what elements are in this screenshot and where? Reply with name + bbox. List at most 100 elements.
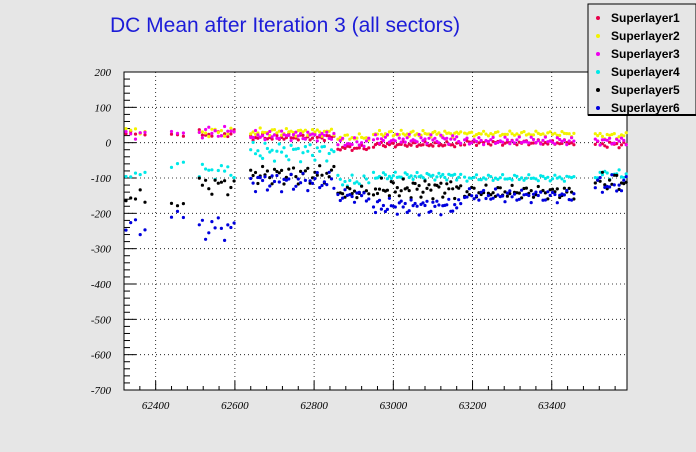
point-superlayer5 [371, 193, 376, 197]
point-superlayer5 [306, 166, 310, 170]
point-superlayer1 [350, 148, 354, 152]
point-superlayer3 [548, 139, 552, 143]
point-superlayer3 [489, 138, 493, 142]
point-superlayer4 [204, 167, 208, 171]
point-superlayer4 [600, 173, 605, 177]
point-superlayer5 [407, 189, 411, 193]
point-superlayer5 [536, 184, 540, 189]
point-superlayer5 [332, 164, 336, 169]
point-superlayer6 [520, 188, 524, 192]
point-superlayer1 [143, 133, 147, 137]
point-superlayer2 [124, 127, 128, 131]
point-superlayer2 [249, 132, 253, 136]
point-superlayer4 [357, 182, 361, 186]
point-superlayer6 [624, 175, 628, 179]
point-superlayer4 [435, 175, 439, 179]
point-superlayer5 [387, 194, 391, 198]
point-superlayer3 [493, 141, 498, 145]
point-superlayer5 [453, 196, 457, 201]
point-superlayer4 [318, 149, 322, 153]
point-superlayer6 [175, 209, 180, 213]
point-superlayer3 [515, 138, 519, 142]
legend-label: Superlayer5 [611, 83, 680, 97]
point-superlayer4 [603, 169, 607, 173]
point-superlayer6 [470, 194, 474, 198]
point-superlayer5 [439, 181, 443, 185]
point-superlayer5 [527, 191, 531, 195]
point-superlayer6 [531, 192, 536, 196]
point-superlayer5 [447, 187, 451, 191]
point-superlayer1 [296, 138, 300, 142]
point-superlayer3 [322, 133, 326, 137]
point-superlayer5 [393, 190, 397, 194]
point-superlayer2 [303, 128, 307, 132]
point-superlayer5 [223, 179, 227, 183]
point-superlayer6 [284, 178, 288, 182]
point-superlayer5 [555, 187, 559, 191]
point-superlayer5 [315, 173, 319, 177]
point-superlayer6 [327, 170, 331, 174]
point-superlayer3 [546, 140, 550, 144]
point-superlayer4 [486, 173, 490, 177]
point-superlayer5 [373, 187, 378, 191]
point-superlayer2 [501, 132, 505, 136]
point-superlayer3 [315, 139, 319, 143]
point-superlayer3 [371, 138, 376, 142]
point-superlayer3 [550, 140, 555, 144]
point-superlayer5 [479, 192, 483, 197]
point-superlayer4 [624, 172, 628, 176]
point-superlayer5 [608, 178, 612, 182]
point-superlayer5 [229, 185, 233, 190]
point-superlayer1 [301, 133, 305, 137]
point-superlayer5 [320, 173, 324, 177]
point-superlayer2 [133, 127, 138, 131]
point-superlayer6 [249, 176, 253, 181]
point-superlayer4 [465, 179, 469, 183]
point-superlayer4 [548, 179, 552, 183]
point-superlayer4 [362, 174, 366, 178]
point-superlayer6 [383, 209, 387, 214]
point-superlayer6 [336, 192, 340, 197]
point-superlayer5 [451, 187, 455, 191]
point-superlayer5 [348, 187, 352, 191]
point-superlayer1 [124, 132, 128, 136]
point-superlayer2 [505, 132, 509, 136]
legend-label: Superlayer4 [611, 65, 680, 79]
point-superlayer5 [399, 189, 403, 193]
point-superlayer6 [451, 209, 455, 213]
point-superlayer4 [411, 177, 415, 181]
point-superlayer6 [387, 196, 391, 200]
point-superlayer1 [253, 136, 258, 140]
point-superlayer5 [219, 180, 223, 184]
point-superlayer4 [320, 145, 324, 149]
point-superlayer5 [385, 188, 389, 192]
point-superlayer5 [510, 183, 514, 187]
point-superlayer4 [336, 173, 340, 177]
point-superlayer3 [261, 134, 265, 138]
point-superlayer4 [389, 176, 393, 180]
point-superlayer3 [310, 132, 315, 136]
point-superlayer5 [270, 182, 274, 186]
point-superlayer4 [605, 171, 609, 175]
point-superlayer6 [423, 203, 427, 208]
point-superlayer3 [531, 137, 536, 142]
point-superlayer2 [350, 136, 354, 140]
point-superlayer2 [565, 132, 569, 136]
point-superlayer3 [272, 133, 277, 137]
point-superlayer5 [543, 191, 548, 195]
point-superlayer3 [445, 136, 449, 140]
point-superlayer1 [503, 141, 507, 145]
point-superlayer4 [572, 175, 576, 179]
point-superlayer1 [465, 139, 469, 143]
point-superlayer4 [249, 148, 253, 152]
point-superlayer4 [593, 176, 597, 180]
point-superlayer3 [345, 142, 349, 146]
point-superlayer3 [181, 131, 185, 135]
point-superlayer3 [496, 140, 500, 145]
point-superlayer3 [284, 134, 288, 138]
point-superlayer6 [200, 218, 204, 222]
point-superlayer5 [291, 166, 296, 170]
point-superlayer6 [253, 190, 258, 194]
point-superlayer6 [543, 198, 548, 202]
